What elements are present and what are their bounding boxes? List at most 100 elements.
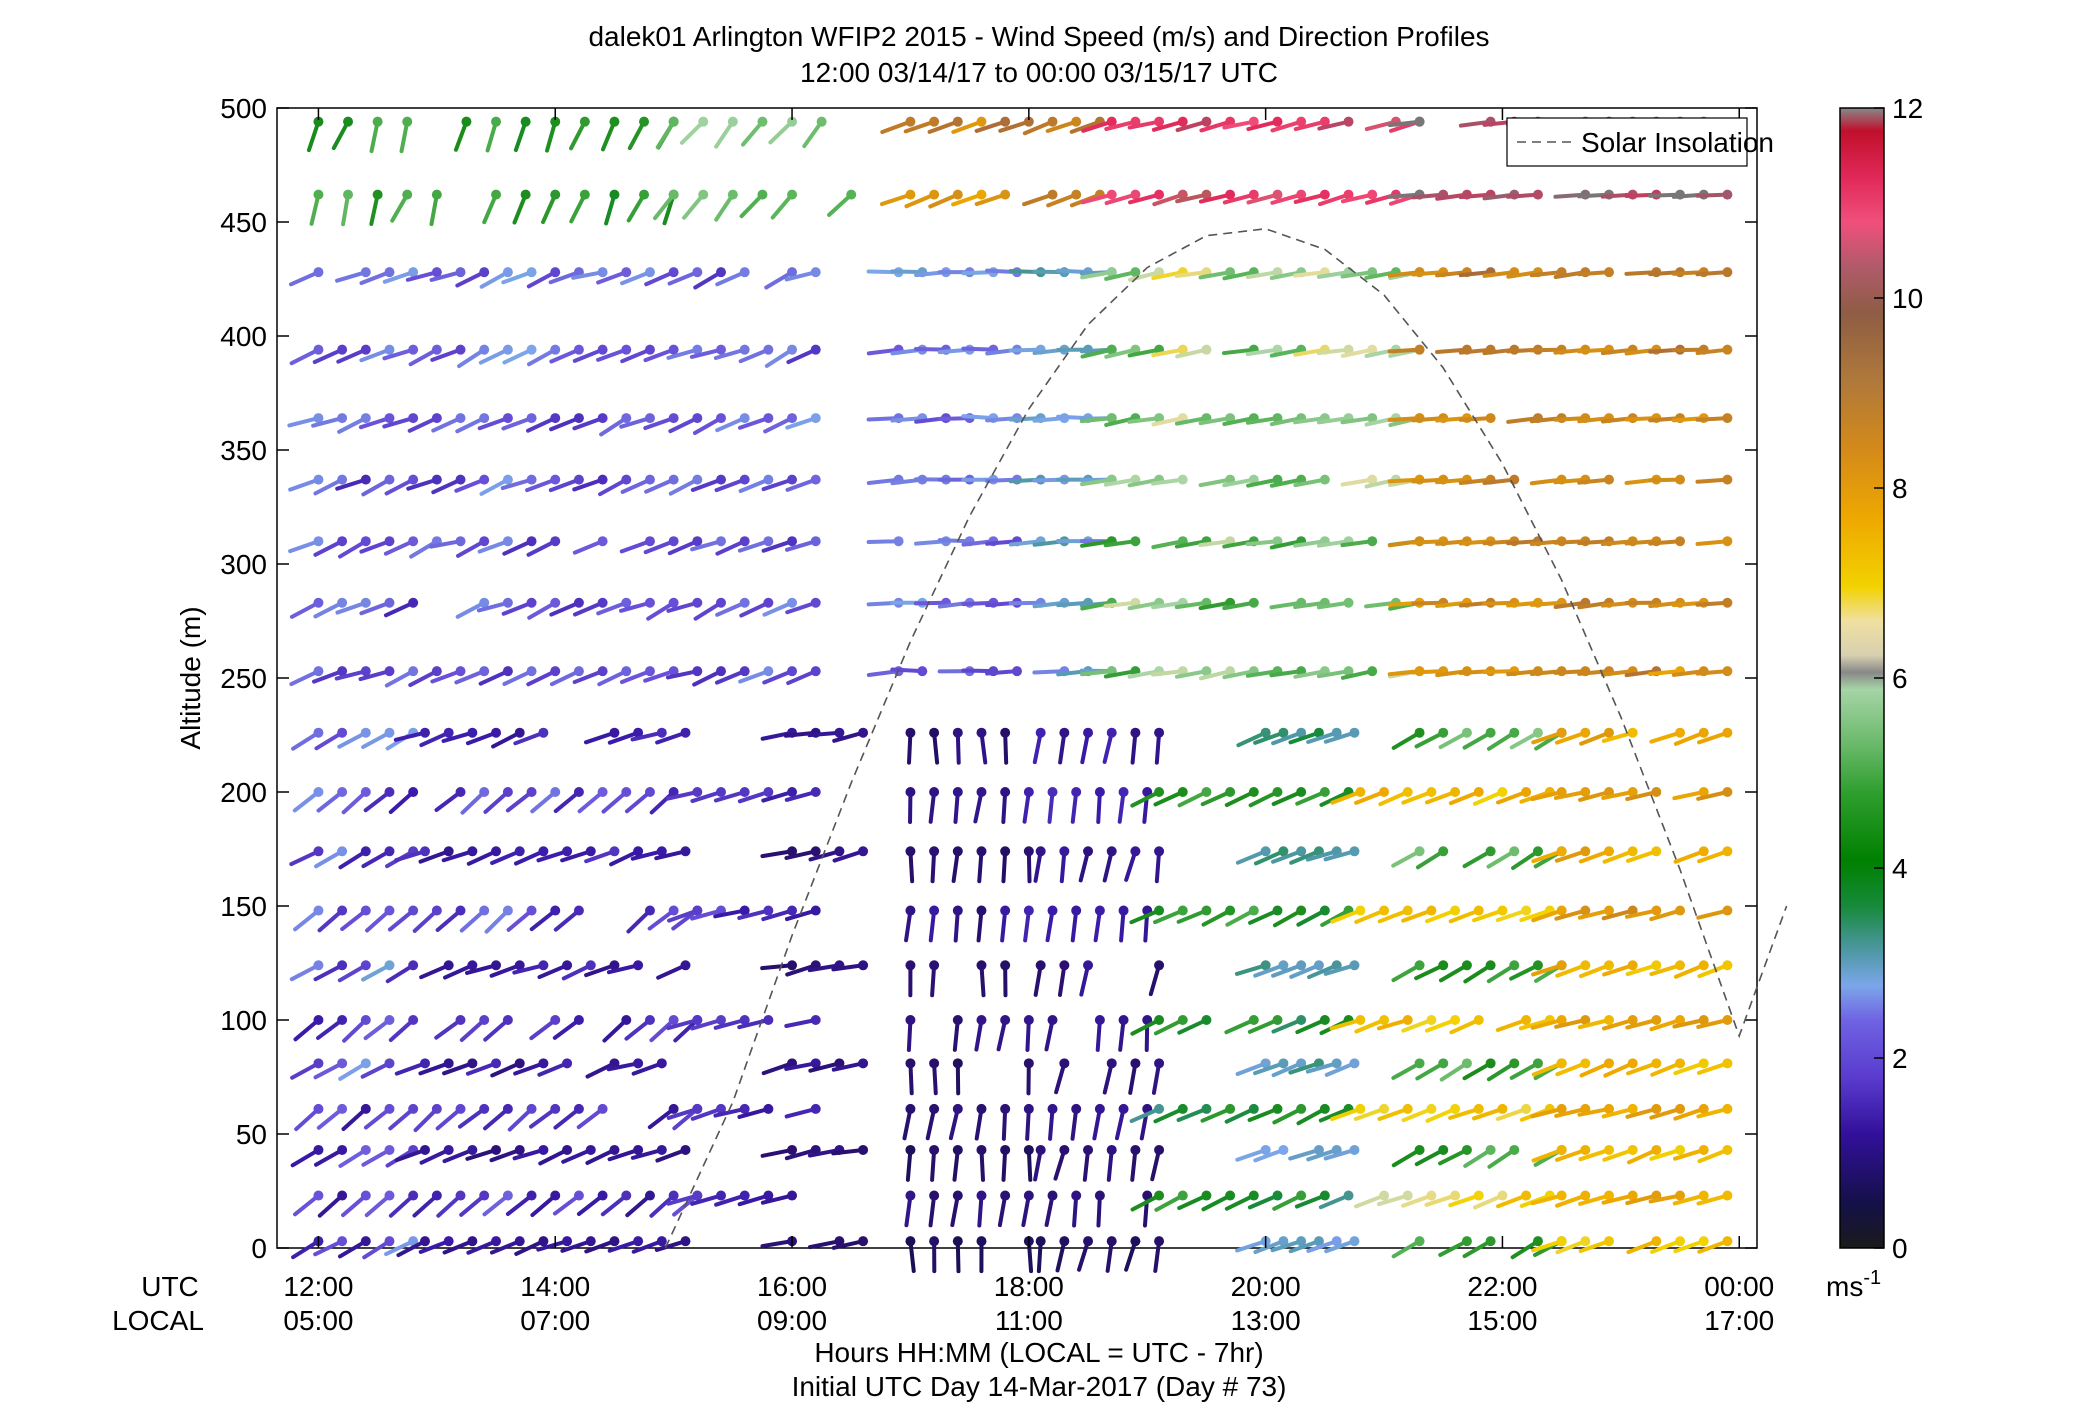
colorbar-unit-exponent: -1 xyxy=(1863,1267,1881,1289)
wind-barb-dot xyxy=(538,846,549,857)
wind-barb-dot xyxy=(1461,960,1472,971)
wind-barb-dot xyxy=(1722,413,1733,424)
x-tick-label-utc: 22:00 xyxy=(1467,1271,1537,1302)
wind-barb-shaft xyxy=(1008,539,1043,547)
wind-barb-dot xyxy=(1698,1236,1709,1247)
wind-barb-dot xyxy=(431,189,442,200)
wind-barb-shaft xyxy=(1462,1239,1493,1259)
wind-barb-dot xyxy=(1556,727,1567,738)
wind-barb-dot xyxy=(1722,536,1733,547)
wind-barb-shaft xyxy=(807,1147,842,1158)
wind-barb-shaft xyxy=(693,270,723,290)
wind-barb-shaft xyxy=(1424,790,1458,805)
wind-barb-dot xyxy=(1627,727,1638,738)
local-row-label: LOCAL xyxy=(112,1305,204,1336)
wind-barb-shaft xyxy=(456,539,487,558)
wind-barb-dot xyxy=(1319,116,1330,127)
wind-barb-dot xyxy=(443,1058,454,1069)
wind-barb-dot xyxy=(1248,1015,1259,1025)
wind-barb-dot xyxy=(1698,1103,1709,1114)
wind-barb-dot xyxy=(1083,960,1094,971)
wind-barb-dot xyxy=(1604,727,1614,738)
wind-barb-dot xyxy=(491,1144,502,1155)
wind-barb-shaft xyxy=(317,908,345,933)
wind-barb-dot xyxy=(976,1103,987,1114)
wind-barb-dot xyxy=(562,846,573,857)
wind-barb-dot xyxy=(716,474,726,485)
wind-barb-dot xyxy=(467,1144,478,1155)
wind-barb-shaft xyxy=(311,416,345,428)
wind-barb-shaft xyxy=(690,477,723,492)
wind-barb-dot xyxy=(431,1103,442,1114)
wind-barb-dot xyxy=(1000,846,1011,857)
wind-barb-dot xyxy=(1319,1103,1330,1114)
wind-barb-shaft xyxy=(937,416,972,422)
wind-barb-dot xyxy=(360,1190,371,1201)
wind-barb-dot xyxy=(1296,116,1307,127)
wind-barb-dot xyxy=(929,189,940,200)
wind-barb-shaft xyxy=(1509,730,1540,750)
wind-barb-shaft xyxy=(405,270,439,282)
wind-barb-dot xyxy=(1698,846,1709,857)
wind-barb-dot xyxy=(1349,727,1360,738)
wind-barb-dot xyxy=(668,344,679,355)
wind-barb-shaft xyxy=(908,849,915,884)
wind-barb-dot xyxy=(1313,727,1324,738)
wind-barb-dot xyxy=(384,267,395,278)
wind-barb-shaft xyxy=(336,347,368,364)
wind-barb-dot xyxy=(763,1015,774,1025)
wind-barb-shaft xyxy=(457,347,487,369)
wind-barb-shaft xyxy=(630,1147,664,1160)
wind-barb-dot xyxy=(716,1190,726,1201)
wind-barb-shaft xyxy=(1486,1061,1517,1082)
wind-barb-shaft xyxy=(1055,1239,1067,1273)
wind-barb-shaft xyxy=(1673,963,1706,979)
wind-barb-dot xyxy=(1154,189,1165,200)
wind-barb-shaft xyxy=(1578,790,1611,802)
wind-barb-dot xyxy=(1278,846,1289,857)
x-tick-label-utc: 00:00 xyxy=(1704,1271,1774,1302)
wind-barb-dot xyxy=(668,1190,679,1201)
wind-barb-dot xyxy=(573,474,584,485)
wind-barb-shaft xyxy=(1306,1147,1339,1162)
wind-barb-dot xyxy=(1083,846,1094,857)
wind-barb-shaft xyxy=(1293,347,1327,357)
wind-barb-shaft xyxy=(1577,347,1611,354)
colorbar-ticks: 0 2 4 6 8 10 12 xyxy=(1874,93,1923,1264)
wind-barb-dot xyxy=(337,666,348,677)
wind-barb-shaft xyxy=(1578,1193,1611,1206)
wind-barb-shaft xyxy=(1486,849,1517,869)
wind-barb-shaft xyxy=(1033,963,1043,997)
wind-barb-dot xyxy=(1580,787,1591,797)
wind-barb-dot xyxy=(337,1236,348,1247)
wind-barb-dot xyxy=(1154,413,1165,424)
wind-barb-dot xyxy=(633,727,644,738)
wind-barb-dot xyxy=(1106,846,1117,857)
wind-barb-dot xyxy=(550,189,561,200)
wind-barb-dot xyxy=(929,846,940,857)
wind-barb-shaft xyxy=(866,416,901,422)
wind-barb-dot xyxy=(1473,1103,1484,1114)
wind-barb-dot xyxy=(1260,960,1271,971)
wind-barb-dot xyxy=(834,1236,845,1247)
wind-barb-dot xyxy=(1023,1015,1034,1025)
wind-barb-dot xyxy=(337,787,348,797)
wind-barb-dot xyxy=(905,905,916,916)
wind-barb-dot xyxy=(1509,846,1520,857)
wind-barb-dot xyxy=(1047,116,1058,127)
wind-barb-dot xyxy=(1343,1190,1354,1201)
x-tick-label-local: 11:00 xyxy=(995,1305,1063,1336)
wind-barb-shaft xyxy=(548,477,581,493)
x-axis-label: Hours HH:MM (LOCAL = UTC - 7hr) xyxy=(814,1337,1263,1368)
wind-barb-dot xyxy=(668,1015,679,1025)
wind-barb-dot xyxy=(1000,1103,1011,1114)
wind-barb-dot xyxy=(1722,344,1733,355)
wind-barb-dot xyxy=(538,727,549,738)
wind-barb-dot xyxy=(1278,1058,1289,1069)
wind-barb-dot xyxy=(502,474,513,485)
wind-barb-dot xyxy=(1248,1190,1259,1201)
wind-barb-dot xyxy=(952,787,963,797)
wind-barb-shaft xyxy=(311,669,345,684)
wind-barb-dot xyxy=(585,960,596,971)
wind-barb-shaft xyxy=(1577,669,1611,676)
